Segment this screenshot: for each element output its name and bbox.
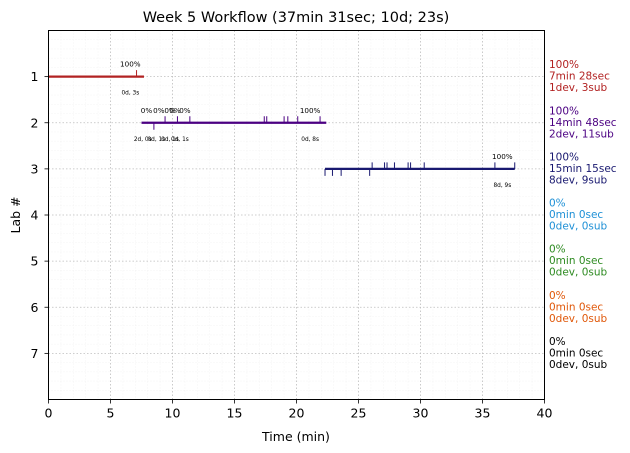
grid	[48, 30, 545, 400]
lab-6-summary: 0%	[549, 290, 566, 302]
lab-5-summary: 0dev, 0sub	[549, 267, 608, 279]
y-tick-label: 5	[31, 254, 39, 269]
x-tick-label: 20	[289, 406, 305, 421]
y-axis-label: Lab #	[8, 196, 23, 233]
lab-2-annotation-below: 0d, 1s	[147, 137, 165, 143]
lab-2-annotation-above: 0%	[179, 106, 191, 115]
chart-title: Week 5 Workflow (37min 31sec; 10d; 23s)	[143, 10, 450, 26]
lab-7-summary: 0%	[549, 336, 566, 348]
x-tick-label: 40	[537, 406, 553, 421]
lab-2-annotation-above: 0%	[169, 106, 181, 115]
x-tick-label: 5	[107, 406, 115, 421]
x-axis-label: Time (min)	[261, 429, 330, 444]
y-tick-label: 1	[31, 69, 39, 84]
lab-4-summary: 0min 0sec	[549, 209, 603, 221]
lab-7-summary: 0dev, 0sub	[549, 359, 608, 371]
lab-4-summary: 0dev, 0sub	[549, 221, 608, 233]
x-tick-label: 30	[413, 406, 429, 421]
lab-3-summary: 15min 15sec	[549, 163, 617, 175]
axes: 0 5 10 15 20 25 30 35 40 1 2 3 4 5 6 7	[31, 69, 553, 420]
lab-1-summary: 7min 28sec	[549, 71, 610, 83]
lab-2-annotation-above: 0%	[153, 106, 165, 115]
y-tick-label: 6	[31, 300, 39, 315]
lab-5-summary: 0min 0sec	[549, 255, 603, 267]
lab-6-summary: 0min 0sec	[549, 301, 603, 313]
lab-2-annotation-below: 2d, 0s	[134, 137, 152, 143]
lab-1-summary: 1dev, 3sub	[549, 82, 608, 94]
lab-7-summary: 0min 0sec	[549, 347, 603, 359]
x-tick-label: 0	[45, 406, 53, 421]
y-tick-label: 2	[31, 115, 39, 130]
lab-2-annotation-below: 0d, 1s	[171, 137, 189, 143]
x-tick-label: 10	[165, 406, 181, 421]
lab-6-summary: 0dev, 0sub	[549, 313, 608, 325]
lab-2-annotation-below: 0d, 8s	[301, 137, 319, 143]
x-tick-label: 35	[475, 406, 491, 421]
lab-3-summary: 100%	[549, 151, 579, 163]
lab-1-annotation-below: 0d, 3s	[121, 91, 139, 97]
lab-3-annotation-above: 100%	[492, 152, 513, 161]
y-tick-label: 4	[31, 208, 39, 223]
x-tick-label: 15	[227, 406, 243, 421]
y-tick-label: 7	[31, 346, 39, 361]
lab-3-summary: 8dev, 9sub	[549, 174, 608, 186]
lab-1-summary: 100%	[549, 59, 579, 71]
x-tick-label: 25	[351, 406, 367, 421]
lab-4-summary: 0%	[549, 198, 566, 210]
lab-2-summary: 2dev, 11sub	[549, 128, 614, 140]
lab-1-annotation-above: 100%	[120, 60, 141, 69]
y-tick-label: 3	[31, 161, 39, 176]
lab-2-annotation-above: 0%	[141, 106, 153, 115]
lab-2-annotation-above: 0%	[164, 106, 176, 115]
lab-2-annotation-below: 0d, 1s	[161, 137, 179, 143]
lab-2-summary: 100%	[549, 105, 579, 117]
lab-2-summary: 14min 48sec	[549, 117, 617, 129]
lab-3-annotation-below: 8d, 9s	[493, 183, 511, 189]
lab-5-summary: 0%	[549, 244, 566, 256]
lab-2-annotation-above: 100%	[300, 106, 321, 115]
